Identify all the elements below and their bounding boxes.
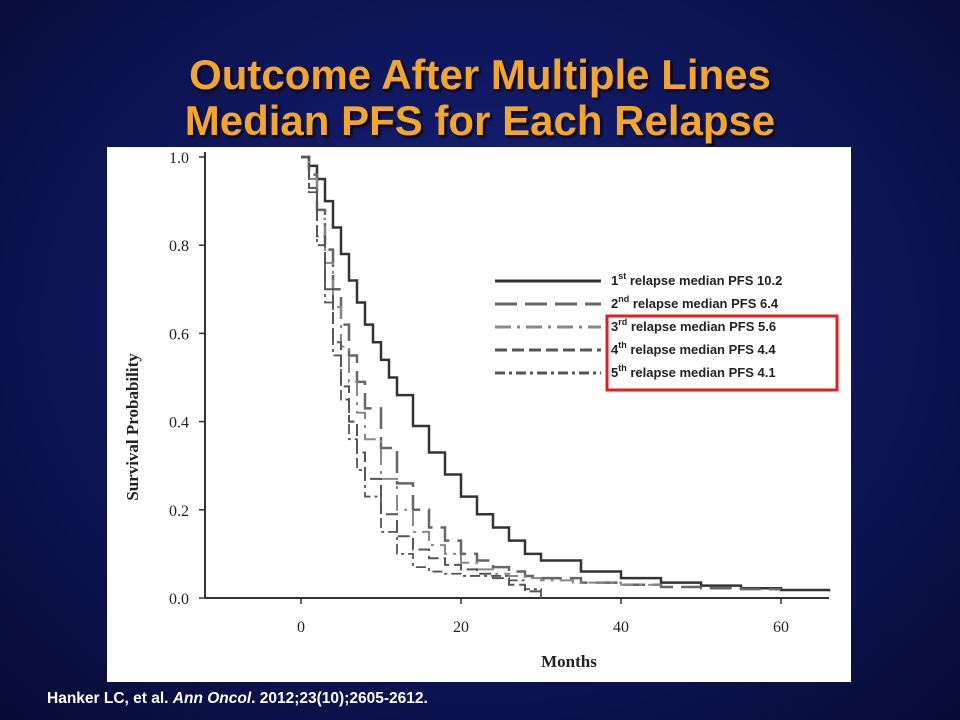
- series-2nd-line: [301, 155, 781, 591]
- citation-details: . 2012;23(10);2605-2612.: [251, 690, 428, 707]
- y-tick-label: 0.6: [169, 326, 189, 343]
- survival-chart: 0.0 0.2 0.4 0.6 0.8 1.0 0 20 40 60 Survival Proba…: [123, 150, 839, 671]
- y-axis-label: Survival Probability: [123, 353, 142, 501]
- series-3rd-line: [301, 156, 661, 586]
- y-tick-label: 0.2: [169, 503, 189, 520]
- chart-panel: 0.0 0.2 0.4 0.6 0.8 1.0 0 20 40 60 Survival Proba…: [107, 147, 851, 682]
- series-5th-line: [301, 156, 542, 598]
- x-tick-label: 60: [773, 619, 789, 636]
- y-tick-label: 0.8: [169, 238, 189, 255]
- citation: Hanker LC, et al. Ann Oncol. 2012;23(10)…: [47, 690, 428, 708]
- citation-journal: Ann Oncol: [172, 690, 252, 707]
- x-tick-label: 20: [453, 619, 469, 636]
- legend-label-1st: 1st relapse median PFS 10.2: [611, 271, 782, 288]
- legend-label-3rd: 3rd relapse median PFS 5.6: [611, 317, 776, 334]
- x-tick-label: 40: [613, 619, 629, 636]
- y-tick-label: 1.0: [169, 150, 189, 167]
- legend-highlight-box: [605, 314, 839, 392]
- series-1st-line: [301, 155, 831, 592]
- slide-title-line2: Median PFS for Each Relapse: [184, 97, 776, 144]
- legend-label-2nd: 2nd relapse median PFS 6.4: [611, 294, 779, 311]
- slide-title-line1: Outcome After Multiple Lines: [189, 51, 771, 98]
- legend-label-4th: 4th relapse median PFS 4.4: [611, 340, 776, 357]
- series-4th-line: [301, 156, 542, 598]
- y-tick-label: 0.0: [169, 591, 189, 608]
- legend-label-5th: 5th relapse median PFS 4.1: [611, 363, 776, 380]
- x-axis-label: Months: [541, 652, 597, 671]
- x-tick-label: 0: [297, 619, 305, 636]
- citation-authors: Hanker LC, et al.: [47, 690, 169, 707]
- y-tick-label: 0.4: [169, 415, 189, 432]
